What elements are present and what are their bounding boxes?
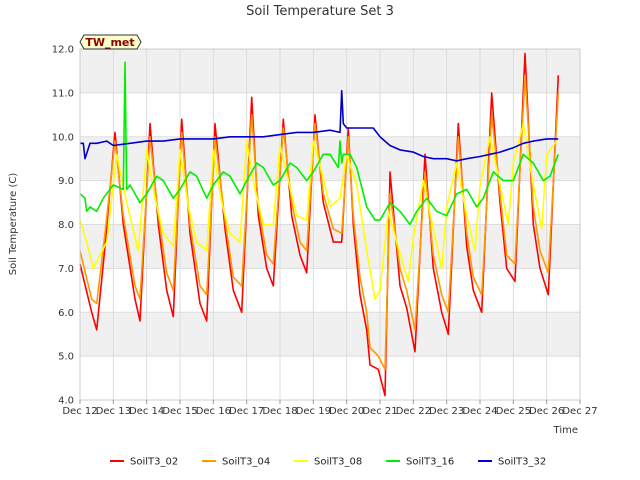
x-axis-label: Time	[553, 425, 578, 436]
y-tick-label: 10.0	[52, 132, 74, 143]
x-tick-label: Dec 27	[562, 406, 597, 417]
x-tick-label: Dec 25	[496, 406, 531, 417]
legend-label: SoilT3_08	[314, 457, 362, 468]
legend: SoilT3_02 SoilT3_04 SoilT3_08 SoilT3_16 Soil…	[110, 457, 546, 468]
x-tick-label: Dec 16	[196, 406, 231, 417]
x-tick-label: Dec 13	[96, 406, 131, 417]
x-tick-label: Dec 21	[362, 406, 397, 417]
legend-label: SoilT3_02	[130, 457, 178, 468]
x-tick-label: Dec 23	[429, 406, 464, 417]
y-tick-label: 9.0	[58, 176, 74, 187]
y-tick-label: 5.0	[58, 352, 74, 363]
y-tick-label: 8.0	[58, 220, 74, 231]
y-tick-label: 7.0	[58, 264, 74, 275]
station-tag: TW_met	[79, 34, 142, 50]
x-tick-label: Dec 14	[129, 406, 164, 417]
legend-label: SoilT3_16	[406, 457, 454, 468]
y-tick-label: 6.0	[58, 308, 74, 319]
x-tick-label: Dec 18	[262, 406, 297, 417]
x-tick-label: Dec 19	[296, 406, 331, 417]
x-tick-label: Dec 26	[529, 406, 564, 417]
axes	[79, 48, 581, 401]
plot-frame	[79, 48, 581, 401]
plot-band	[80, 136, 580, 181]
legend-label: SoilT3_04	[222, 457, 270, 468]
series-layer	[79, 52, 560, 397]
series-line-soilt3_16	[79, 61, 560, 226]
x-tick-label: Dec 12	[62, 406, 97, 417]
series-line-soilt3_08	[79, 122, 558, 300]
chart-title: Soil Temperature Set 3	[246, 4, 394, 19]
x-tick-label: Dec 15	[162, 406, 197, 417]
y-tick-label: 11.0	[52, 88, 74, 99]
series-line-soilt3_32	[80, 89, 559, 162]
station-tag-box	[79, 34, 142, 50]
x-tick-label: Dec 17	[229, 406, 264, 417]
series-line-soilt3_04	[79, 74, 560, 371]
station-tag-label: TW_met	[85, 36, 134, 49]
y-axis-label: Soil Temperature (C)	[8, 173, 19, 276]
plot-band	[80, 312, 580, 357]
x-tick-label: Dec 20	[329, 406, 364, 417]
x-tick-label: Dec 24	[462, 406, 497, 417]
legend-label: SoilT3_32	[498, 457, 546, 468]
series-line-soilt3_02	[79, 52, 560, 397]
x-tick-label: Dec 22	[396, 406, 431, 417]
y-tick-label: 4.0	[58, 396, 74, 407]
y-tick-label: 12.0	[52, 45, 74, 56]
plot-band	[80, 49, 580, 93]
